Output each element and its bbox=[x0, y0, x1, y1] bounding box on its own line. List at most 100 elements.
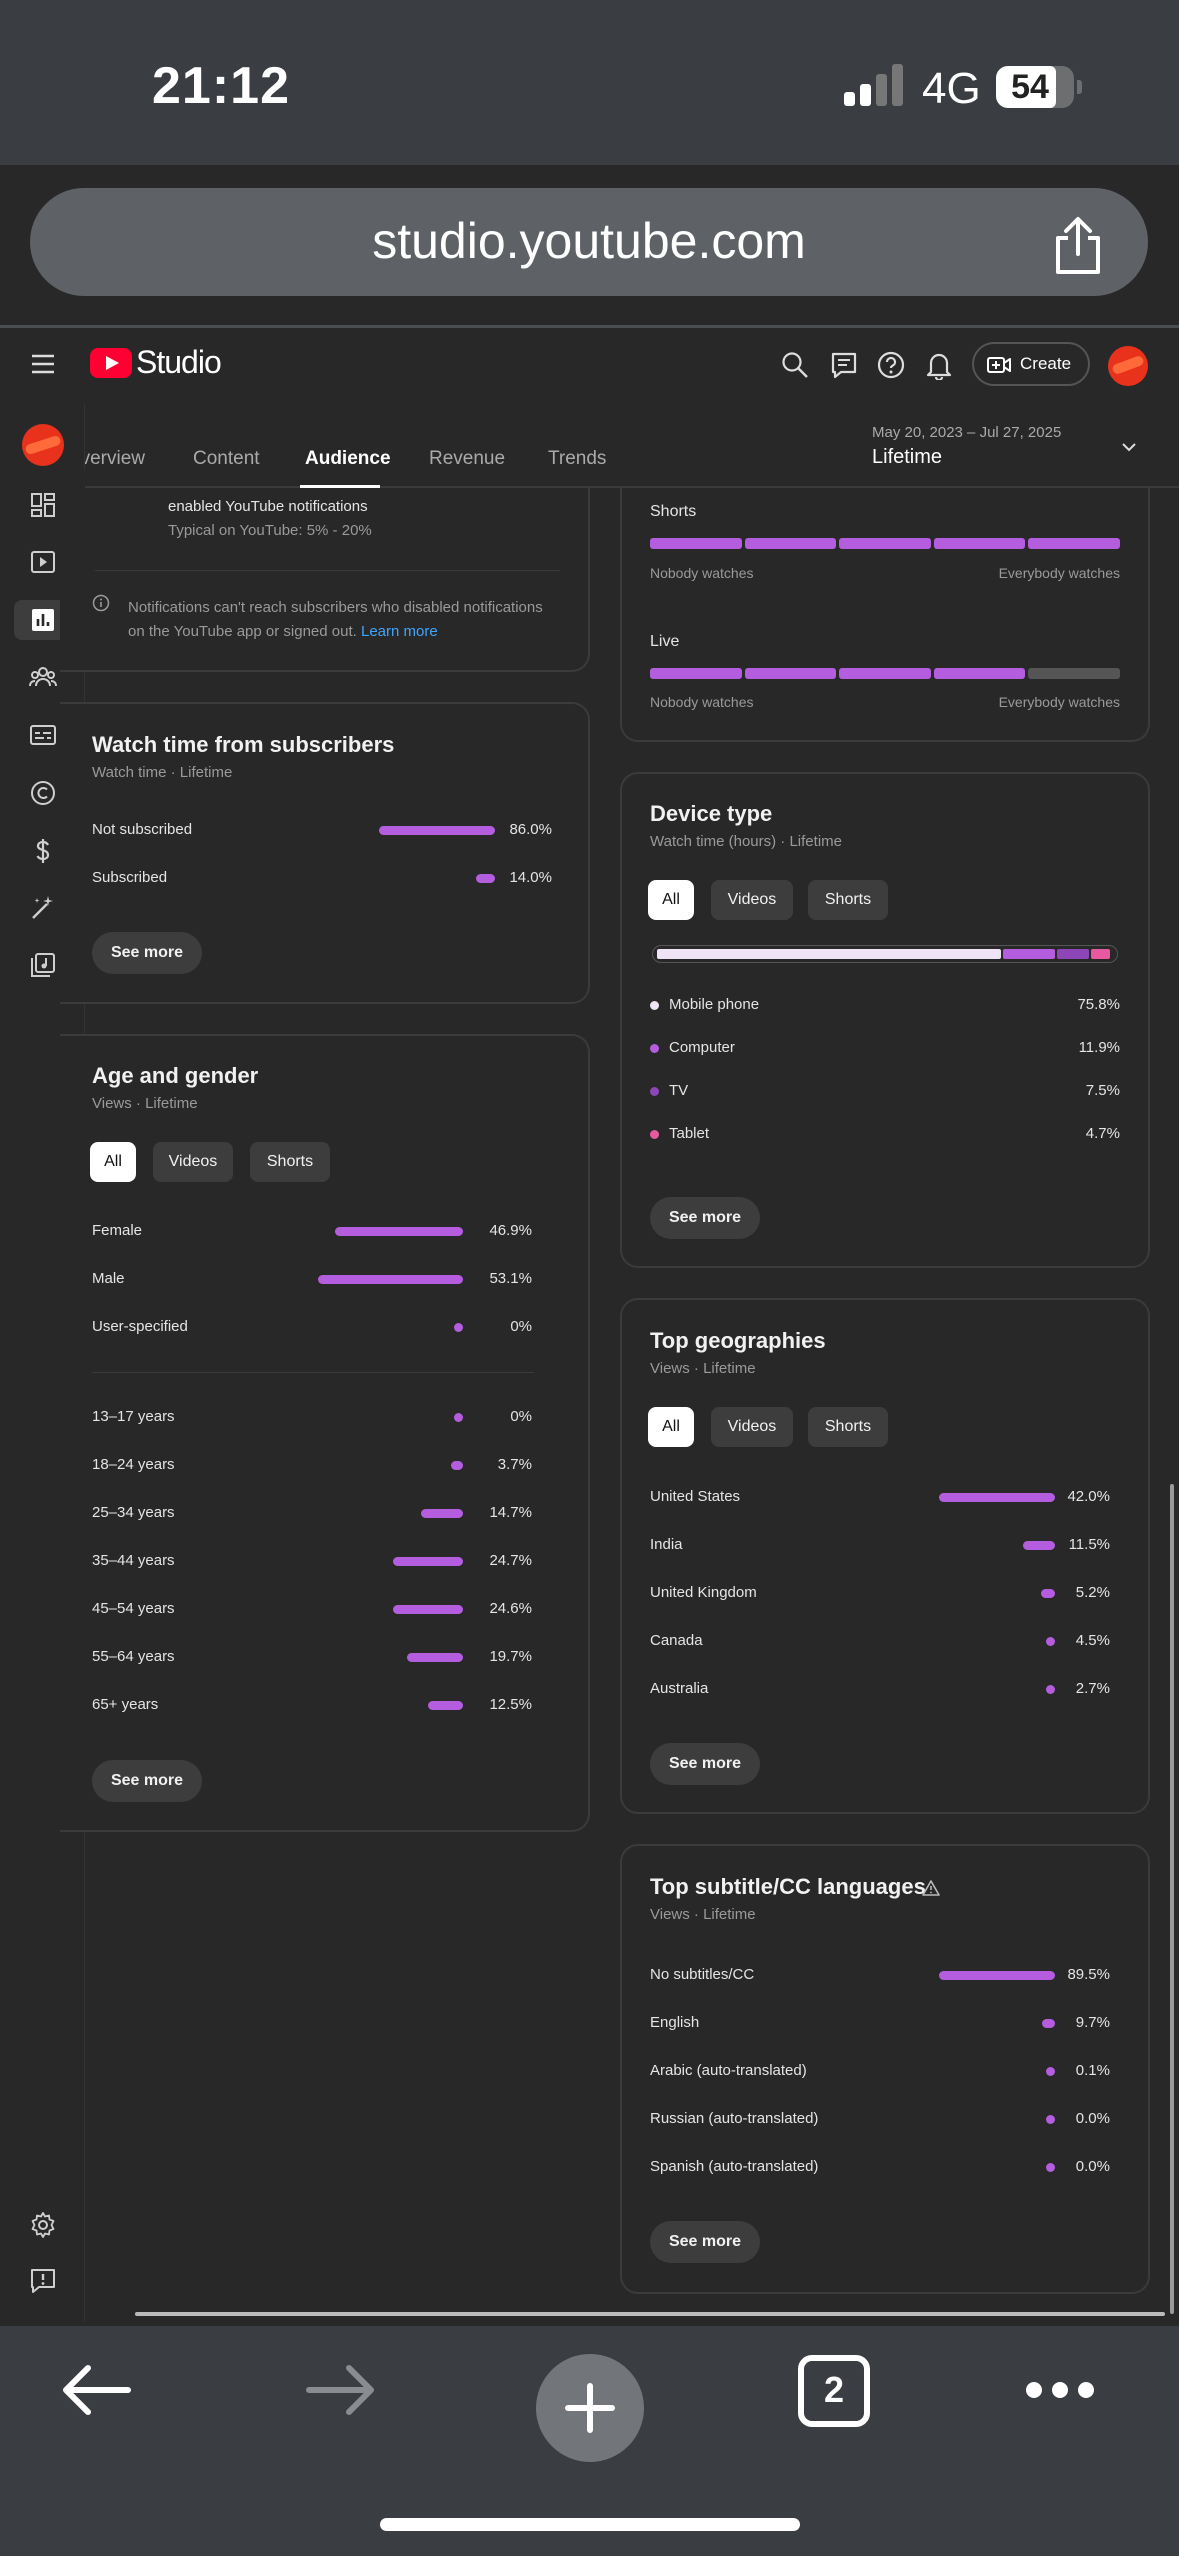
notifications-card bbox=[60, 470, 590, 672]
meter-segment bbox=[839, 668, 931, 679]
see-more-button[interactable]: See more bbox=[92, 932, 202, 974]
notifications-bell-icon[interactable] bbox=[924, 350, 954, 380]
row-label: India bbox=[650, 1536, 683, 1553]
share-icon[interactable] bbox=[1050, 216, 1106, 276]
filter-all[interactable]: All bbox=[648, 880, 694, 920]
channel-avatar[interactable] bbox=[22, 424, 64, 466]
analytics-icon[interactable] bbox=[28, 605, 58, 635]
filter-all[interactable]: All bbox=[90, 1142, 136, 1182]
row-value: 7.5% bbox=[1085, 1082, 1120, 1099]
row-bar bbox=[393, 1605, 463, 1614]
row-value: 14.7% bbox=[489, 1504, 532, 1521]
date-period-label[interactable]: Lifetime bbox=[872, 446, 943, 468]
row-value: 9.7% bbox=[1075, 2014, 1110, 2031]
battery-level: 54 bbox=[1011, 68, 1049, 106]
help-icon[interactable] bbox=[876, 350, 906, 380]
menu-icon[interactable] bbox=[30, 352, 56, 376]
row-bar bbox=[1023, 1541, 1055, 1550]
community-icon[interactable] bbox=[28, 662, 58, 692]
create-button[interactable] bbox=[972, 342, 1090, 386]
notif-line-2: Typical on YouTube: 5% - 20% bbox=[168, 522, 372, 539]
row-bar bbox=[1042, 2019, 1055, 2028]
tab-trends[interactable]: Trends bbox=[548, 448, 607, 469]
row-value: 0.0% bbox=[1075, 2110, 1110, 2127]
filter-shorts[interactable]: Shorts bbox=[808, 880, 888, 920]
vertical-scrollbar[interactable] bbox=[1170, 1484, 1174, 2314]
see-more-button[interactable]: See more bbox=[650, 1197, 760, 1239]
youtube-logo-icon[interactable] bbox=[90, 348, 132, 378]
horizontal-scrollbar[interactable] bbox=[135, 2312, 1165, 2316]
audio-library-icon[interactable] bbox=[28, 950, 58, 980]
see-more-button[interactable]: See more bbox=[92, 1760, 202, 1802]
stack-segment bbox=[1057, 949, 1089, 959]
home-indicator[interactable] bbox=[380, 2518, 800, 2531]
row-dot bbox=[454, 1413, 463, 1422]
tab-content[interactable]: Content bbox=[193, 448, 260, 469]
meter-segment bbox=[933, 668, 1026, 679]
row-value: 14.0% bbox=[509, 869, 552, 886]
forward-arrow-icon[interactable] bbox=[305, 2362, 379, 2418]
card-title: Top geographies bbox=[650, 1328, 826, 1353]
url-bar[interactable]: studio.youtube.com bbox=[30, 188, 1148, 296]
filter-all[interactable]: All bbox=[648, 1407, 694, 1447]
see-more-button[interactable]: See more bbox=[650, 2221, 760, 2263]
row-bar bbox=[407, 1653, 463, 1662]
row-label: 18–24 years bbox=[92, 1456, 175, 1473]
shorts-label: Shorts bbox=[650, 503, 697, 520]
customization-icon[interactable] bbox=[28, 893, 58, 923]
earn-icon[interactable] bbox=[28, 836, 58, 866]
card-subtitle: Views · Lifetime bbox=[650, 1906, 756, 1923]
row-value: 89.5% bbox=[1067, 1966, 1110, 1983]
row-label: Tablet bbox=[669, 1125, 710, 1142]
row-label: 35–44 years bbox=[92, 1552, 175, 1569]
tab-revenue[interactable]: Revenue bbox=[429, 448, 506, 469]
dashboard-icon[interactable] bbox=[28, 490, 58, 520]
more-options-icon[interactable] bbox=[1024, 2380, 1096, 2400]
legend-dot bbox=[650, 1001, 659, 1010]
network-type: 4G bbox=[922, 64, 981, 113]
card-title: Top subtitle/CC languages bbox=[650, 1874, 926, 1899]
filter-videos[interactable]: Videos bbox=[153, 1142, 233, 1182]
row-label: 65+ years bbox=[92, 1696, 159, 1713]
filter-videos[interactable]: Videos bbox=[711, 880, 793, 920]
battery-icon: 54 bbox=[996, 66, 1082, 108]
subtitle-languages-card bbox=[620, 1844, 1150, 2294]
send-feedback-icon[interactable] bbox=[28, 2266, 58, 2296]
filter-videos[interactable]: Videos bbox=[711, 1407, 793, 1447]
content-icon[interactable] bbox=[28, 547, 58, 577]
chevron-down-icon[interactable] bbox=[1120, 438, 1138, 456]
copyright-icon[interactable] bbox=[28, 778, 58, 808]
row-value: 5.2% bbox=[1075, 1584, 1110, 1601]
meter-segment bbox=[744, 538, 837, 549]
studio-brand[interactable]: Studio bbox=[136, 344, 222, 380]
search-icon[interactable] bbox=[780, 350, 810, 380]
settings-gear-icon[interactable] bbox=[28, 2210, 58, 2240]
row-label: TV bbox=[669, 1082, 689, 1099]
row-dot bbox=[1046, 1637, 1055, 1646]
url-text[interactable]: studio.youtube.com bbox=[372, 213, 806, 269]
card-title: Age and gender bbox=[92, 1063, 259, 1088]
subtitles-icon[interactable] bbox=[28, 720, 58, 750]
meter-segment bbox=[933, 538, 1026, 549]
tabs-button[interactable]: 2 bbox=[798, 2355, 870, 2427]
create-video-icon bbox=[987, 357, 1011, 373]
date-range[interactable]: May 20, 2023 – Jul 27, 2025 bbox=[872, 424, 1062, 441]
tab-overview[interactable]: Overview bbox=[85, 448, 145, 470]
meter-segment bbox=[1028, 538, 1120, 549]
filter-shorts[interactable]: Shorts bbox=[250, 1142, 330, 1182]
account-avatar[interactable] bbox=[1108, 346, 1148, 386]
learn-more-link[interactable]: Learn more bbox=[360, 623, 438, 640]
warning-icon[interactable] bbox=[922, 1879, 940, 1897]
row-bar bbox=[939, 1971, 1055, 1980]
browser-divider bbox=[0, 325, 1179, 328]
filter-shorts[interactable]: Shorts bbox=[808, 1407, 888, 1447]
status-bar: 21:12 4G 54 bbox=[0, 0, 1179, 165]
row-dot bbox=[454, 1323, 463, 1332]
feedback-icon[interactable] bbox=[829, 350, 859, 380]
row-value: 0.1% bbox=[1075, 2062, 1110, 2079]
live-label: Live bbox=[650, 633, 680, 650]
back-arrow-icon[interactable] bbox=[58, 2362, 132, 2418]
tab-audience[interactable]: Audience bbox=[305, 448, 391, 469]
row-bar bbox=[318, 1275, 463, 1284]
see-more-button[interactable]: See more bbox=[650, 1743, 760, 1785]
